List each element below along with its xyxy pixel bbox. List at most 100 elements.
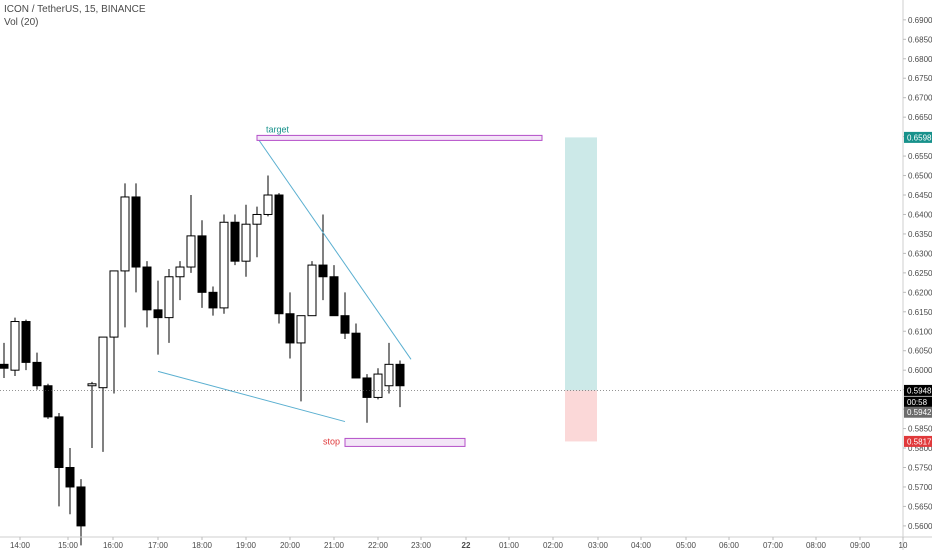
target-price-label-bg <box>904 131 932 143</box>
time-tick-label: 06:00 <box>719 541 740 550</box>
price-tick-label: 0.6450 <box>908 191 932 200</box>
price-tick-label: 0.6050 <box>908 347 932 356</box>
target-label: target <box>266 124 290 134</box>
candle-body[interactable] <box>87 383 97 387</box>
stop-label: stop <box>323 436 340 446</box>
lower-trendline[interactable] <box>157 370 346 423</box>
candle-body[interactable] <box>109 270 119 338</box>
candle-body[interactable] <box>307 264 317 317</box>
volume-indicator-label[interactable]: Vol (20) <box>4 17 39 28</box>
candle-body[interactable] <box>76 486 86 527</box>
countdown-label-bg <box>904 396 932 408</box>
candle-body[interactable] <box>296 315 306 344</box>
candle-body[interactable] <box>131 196 141 268</box>
candle-body[interactable] <box>164 276 174 319</box>
candle-body[interactable] <box>373 373 383 398</box>
price-tick-label: 0.6200 <box>908 288 932 297</box>
candle-body[interactable] <box>153 309 163 319</box>
stop-zone[interactable] <box>565 390 597 442</box>
price-tick-label: 0.5750 <box>908 463 932 472</box>
price-tick-label: 0.6300 <box>908 249 932 258</box>
time-tick-label: 14:00 <box>10 541 31 550</box>
candle-body[interactable] <box>142 266 152 311</box>
candle-body[interactable] <box>21 321 31 363</box>
candle-body[interactable] <box>274 194 284 315</box>
candle-body[interactable] <box>98 336 108 389</box>
candle-body[interactable] <box>32 361 42 387</box>
price-tick-label: 0.6350 <box>908 230 932 239</box>
price-labels: 0.6598 0.5948 00:580.5942 0.5817 <box>904 131 932 447</box>
stop-box[interactable] <box>344 437 466 447</box>
price-tick-label: 0.6800 <box>908 55 932 64</box>
candle-body[interactable] <box>120 196 130 272</box>
candle-body[interactable] <box>362 377 372 398</box>
time-tick-label: 05:00 <box>676 541 697 550</box>
time-tick-label: 22 <box>462 541 471 550</box>
candle-body[interactable] <box>0 363 9 369</box>
candle-body[interactable] <box>186 235 196 268</box>
candle-body[interactable] <box>208 291 218 309</box>
price-tick-label: 0.6550 <box>908 152 932 161</box>
countdown-label: 00:58 <box>907 398 928 407</box>
time-tick-label: 02:00 <box>543 541 564 550</box>
stop-price-label: 0.5817 <box>907 437 932 446</box>
price-tick-label: 0.6100 <box>908 327 932 336</box>
price-tick-label: 0.6250 <box>908 269 932 278</box>
candle-body[interactable] <box>219 221 229 309</box>
price-tick-label: 0.6400 <box>908 210 932 219</box>
candle-body[interactable] <box>351 332 361 379</box>
candle-body[interactable] <box>318 264 328 278</box>
candle-body[interactable] <box>241 223 251 262</box>
price-tick-label: 0.6750 <box>908 74 932 83</box>
target-price-label: 0.6598 <box>907 133 932 142</box>
time-tick-label: 23:00 <box>411 541 432 550</box>
price-tick-label: 0.6150 <box>908 308 932 317</box>
candle-layer <box>0 0 903 546</box>
price-tick-label: 0.5800 <box>908 444 932 453</box>
time-tick-label: 09:00 <box>850 541 871 550</box>
time-tick-label: 17:00 <box>148 541 169 550</box>
drawing-layer: target stop <box>0 124 903 447</box>
price-tick-label: 0.5850 <box>908 425 932 434</box>
price-tick-label: 0.6900 <box>908 16 932 25</box>
candle-body[interactable] <box>263 194 273 215</box>
time-tick-label: 16:00 <box>103 541 124 550</box>
time-tick-label: 10 <box>899 541 908 550</box>
symbol-title[interactable]: ICON / TetherUS, 15, BINANCE <box>4 4 146 15</box>
candle-body[interactable] <box>252 213 262 225</box>
candle-body[interactable] <box>197 235 207 293</box>
time-tick-label: 19:00 <box>236 541 257 550</box>
upper-trendline[interactable] <box>256 137 412 360</box>
candle-body[interactable] <box>384 363 394 387</box>
candle-body[interactable] <box>395 363 405 387</box>
candle-body[interactable] <box>54 416 64 468</box>
candle-body[interactable] <box>230 221 240 262</box>
price-tick-label: 0.6850 <box>908 35 932 44</box>
time-tick-label: 07:00 <box>763 541 784 550</box>
price-tick-label: 0.6500 <box>908 172 932 181</box>
candle-body[interactable] <box>10 321 20 371</box>
target-box[interactable] <box>256 134 543 141</box>
time-tick-label: 04:00 <box>631 541 652 550</box>
chart-legend: ICON / TetherUS, 15, BINANCE Vol (20) <box>4 3 146 29</box>
target-zone[interactable] <box>565 137 597 391</box>
plot-area[interactable] <box>0 0 903 537</box>
last-price-label-bg <box>904 384 932 396</box>
candle-body[interactable] <box>329 276 339 317</box>
candle-body[interactable] <box>175 266 185 278</box>
candle-body[interactable] <box>285 313 295 344</box>
low-price-label-bg <box>904 406 932 418</box>
candle-body[interactable] <box>65 466 75 488</box>
last-price-label: 0.5948 <box>907 386 932 395</box>
time-axis: 14:00 15:00 16:00 17:00 18:00 19:00 20:00 21:00… <box>10 537 908 550</box>
candle-body[interactable] <box>43 385 53 418</box>
stop-price-label-bg <box>904 435 932 447</box>
time-tick-label: 20:00 <box>280 541 301 550</box>
price-tick-label: 0.6000 <box>908 366 932 375</box>
price-tick-label: 0.6650 <box>908 113 932 122</box>
candle-body[interactable] <box>340 315 350 334</box>
price-tick-label: 0.5700 <box>908 483 932 492</box>
